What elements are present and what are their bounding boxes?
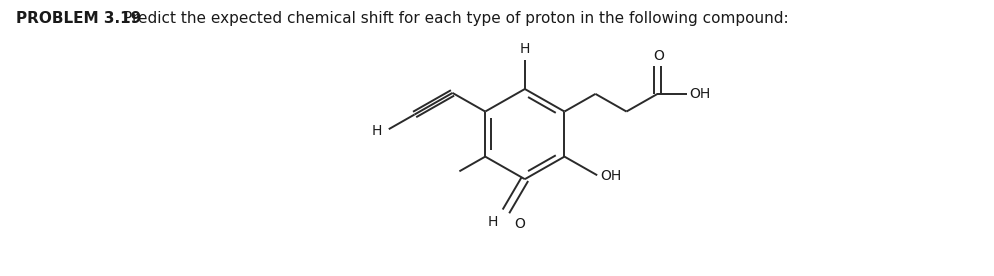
Text: OH: OH [600,169,621,183]
Text: H: H [520,42,530,56]
Text: Predict the expected chemical shift for each type of proton in the following com: Predict the expected chemical shift for … [123,10,788,26]
Text: H: H [488,215,498,229]
Text: O: O [653,49,664,63]
Text: O: O [514,217,525,231]
Text: OH: OH [689,87,711,101]
Text: H: H [372,124,382,138]
Text: PROBLEM 3.19: PROBLEM 3.19 [16,10,141,26]
